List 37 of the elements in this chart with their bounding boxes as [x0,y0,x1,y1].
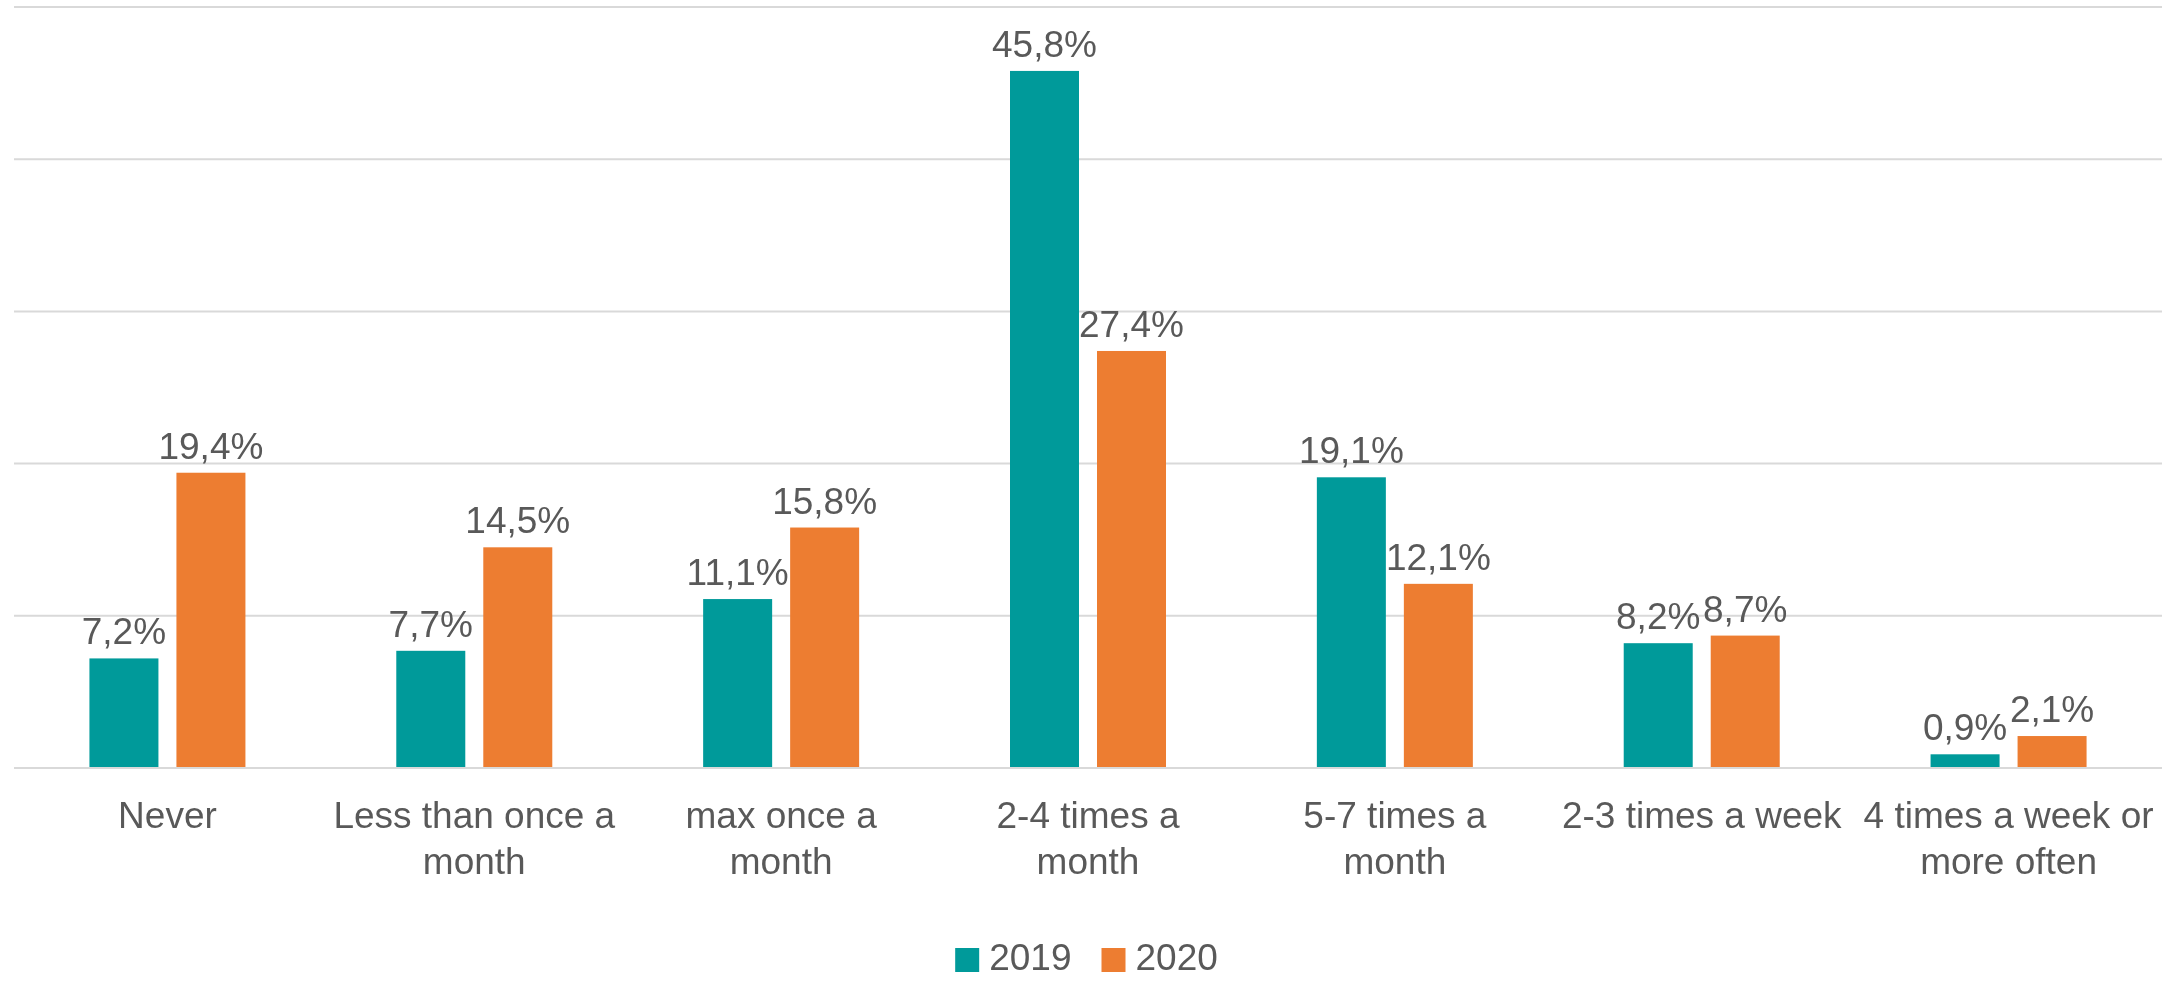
data-label: 7,7% [388,603,473,645]
bar [1930,754,2000,768]
bar [89,658,159,768]
data-label: 14,5% [465,500,571,542]
x-tick-label: 5-7 times a month [1303,795,1487,882]
data-label: 15,8% [772,480,878,522]
x-tick-label: 2-4 times a month [996,795,1180,882]
data-label: 19,4% [158,425,264,467]
bar [1623,643,1693,768]
data-label: 2,1% [2009,689,2095,731]
bar [483,547,553,768]
bar [2017,736,2087,768]
data-label: 8,2% [1616,596,1701,638]
bar [1403,583,1473,768]
bar [703,599,773,768]
x-tick-label: 2-3 times a week [1561,795,1843,836]
bar [1097,350,1166,768]
bar [1710,635,1780,768]
legend-label: 2019 [989,937,1072,978]
x-tick-label: Less than once a month [333,795,616,882]
bar [1010,70,1079,768]
data-label: 12,1% [1385,536,1491,578]
data-label: 7,2% [81,611,167,653]
bar [1316,477,1386,768]
x-tick-label: max once a month [685,795,878,882]
legend-label: 2020 [1135,937,1218,978]
x-tick-label: Never [118,795,217,836]
data-label: 19,1% [1298,430,1404,472]
data-label: 8,7% [1703,588,1788,630]
bar [396,650,466,768]
data-label: 11,1% [686,552,789,594]
bar [790,527,860,768]
data-label: 0,9% [1922,707,2008,749]
data-label: 27,4% [1079,303,1184,345]
bar [176,472,246,768]
data-label: 45,8% [992,23,1097,65]
x-tick-label: 4 times a week or more often [1863,795,2154,882]
